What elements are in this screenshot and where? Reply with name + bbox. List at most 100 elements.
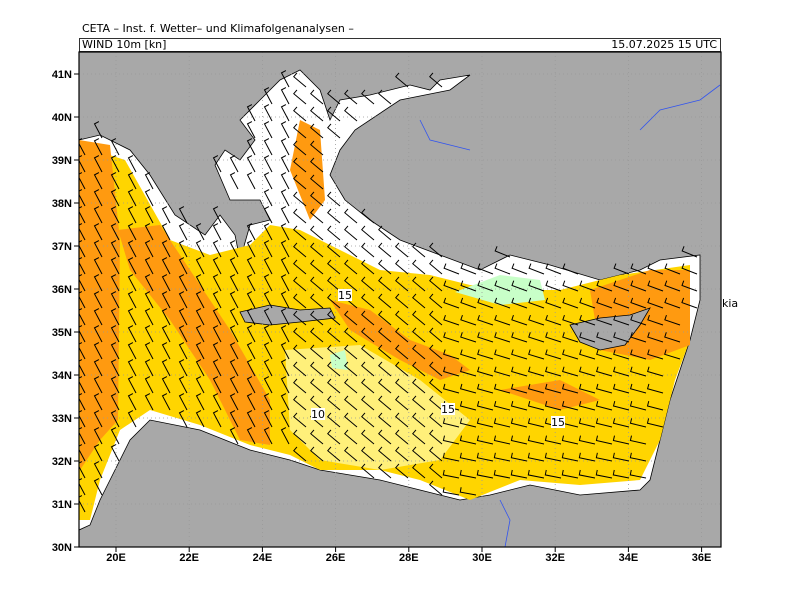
wind-barb	[280, 410, 290, 428]
wind-barb	[79, 359, 86, 377]
wind-barb	[361, 395, 375, 411]
wind-barb	[561, 383, 579, 394]
lat-label: 32N	[52, 456, 72, 468]
wind-barb	[647, 314, 664, 326]
wind-barb	[327, 123, 341, 139]
wind-barb	[613, 366, 630, 377]
wind-barb	[412, 361, 426, 377]
wind-barb	[178, 308, 188, 326]
map-labels: 15 10 15 15	[311, 289, 565, 429]
wind-barb	[293, 361, 307, 377]
wind-barb	[493, 383, 511, 394]
wind-barb	[161, 308, 171, 326]
wind-barb	[79, 155, 86, 173]
wind-barb	[395, 327, 409, 343]
wind-barb	[494, 246, 511, 258]
wind-barb	[263, 189, 273, 207]
wind-barb	[93, 376, 103, 394]
wind-barb	[161, 291, 171, 309]
wind-barb	[310, 123, 324, 139]
wind-barb	[263, 223, 273, 241]
wind-barb	[344, 412, 358, 428]
wind-barb	[280, 359, 290, 377]
wind-barb	[161, 257, 171, 275]
wind-barb	[443, 297, 460, 309]
wind-barb	[310, 140, 324, 156]
wind-barb	[310, 446, 324, 462]
wind-barb	[246, 376, 256, 394]
wind-barb	[280, 87, 290, 105]
wind-barb	[443, 332, 460, 343]
wind-barb	[79, 206, 86, 224]
wind-barb	[310, 174, 324, 190]
wind-barb	[361, 259, 375, 275]
wind-barb	[327, 259, 341, 275]
wind-barb	[395, 259, 409, 275]
wind-barb	[429, 242, 443, 258]
wind-barb	[293, 310, 307, 326]
wind-barb	[612, 469, 630, 479]
wind-barb	[562, 297, 579, 309]
wind-barb	[561, 435, 579, 445]
wind-barb	[378, 378, 392, 394]
wind-barb	[229, 342, 239, 360]
wind-barb	[429, 344, 443, 360]
wind-barb	[195, 308, 205, 326]
cyprus	[569, 307, 651, 351]
wind-barb	[579, 332, 596, 343]
wind-barb	[212, 376, 222, 394]
wind-barb	[178, 410, 188, 428]
wind-barb	[361, 310, 375, 326]
wind-barb	[476, 383, 494, 394]
wind-barb	[327, 327, 341, 343]
wind-barb	[93, 206, 103, 224]
wind-field-green	[330, 275, 545, 370]
wind-barb	[280, 308, 290, 326]
wind-barb	[110, 427, 120, 445]
wind-barb	[395, 361, 409, 377]
wind-barb	[544, 452, 562, 462]
wind-barb	[528, 297, 545, 309]
wind-barb	[477, 332, 494, 343]
wind-barb	[460, 349, 477, 360]
wind-barb	[127, 240, 137, 258]
wind-barb	[93, 427, 103, 445]
wind-barb	[361, 378, 375, 394]
wind-barb	[327, 242, 341, 258]
wind-barb	[412, 259, 426, 275]
wind-barb	[429, 395, 443, 411]
wind-barb	[229, 274, 239, 292]
wind-barb	[429, 463, 443, 479]
wind-barb	[293, 191, 307, 207]
wind-barb	[79, 172, 86, 190]
wind-barb	[212, 257, 222, 275]
wind-barb	[528, 263, 545, 275]
wind-barb	[110, 342, 120, 360]
wind-barb	[93, 189, 103, 207]
wind-barb	[476, 452, 494, 462]
wind-barb	[280, 155, 290, 173]
wind-barb	[443, 263, 460, 275]
wind-barb	[578, 418, 596, 428]
wind-barb	[344, 208, 358, 224]
wind-barb	[579, 314, 596, 326]
wind-barb	[110, 376, 120, 394]
wind-barb	[246, 155, 256, 173]
wind-barb	[79, 478, 86, 496]
wind-barb	[442, 452, 460, 462]
lat-label: 30N	[52, 542, 72, 554]
wind-barb	[110, 444, 120, 462]
wind-barb	[361, 293, 375, 309]
wind-barb	[429, 412, 443, 428]
wind-barb	[612, 452, 630, 462]
lon-label: 34E	[619, 552, 639, 564]
wind-barb	[246, 410, 256, 428]
wind-barb	[630, 280, 647, 292]
wind-barb	[395, 395, 409, 411]
wind-barb	[629, 418, 647, 428]
wind-barb	[161, 274, 171, 292]
wind-barb	[79, 325, 86, 343]
wind-barb	[395, 72, 409, 88]
wind-barb	[460, 314, 477, 326]
wind-barb	[93, 342, 103, 360]
